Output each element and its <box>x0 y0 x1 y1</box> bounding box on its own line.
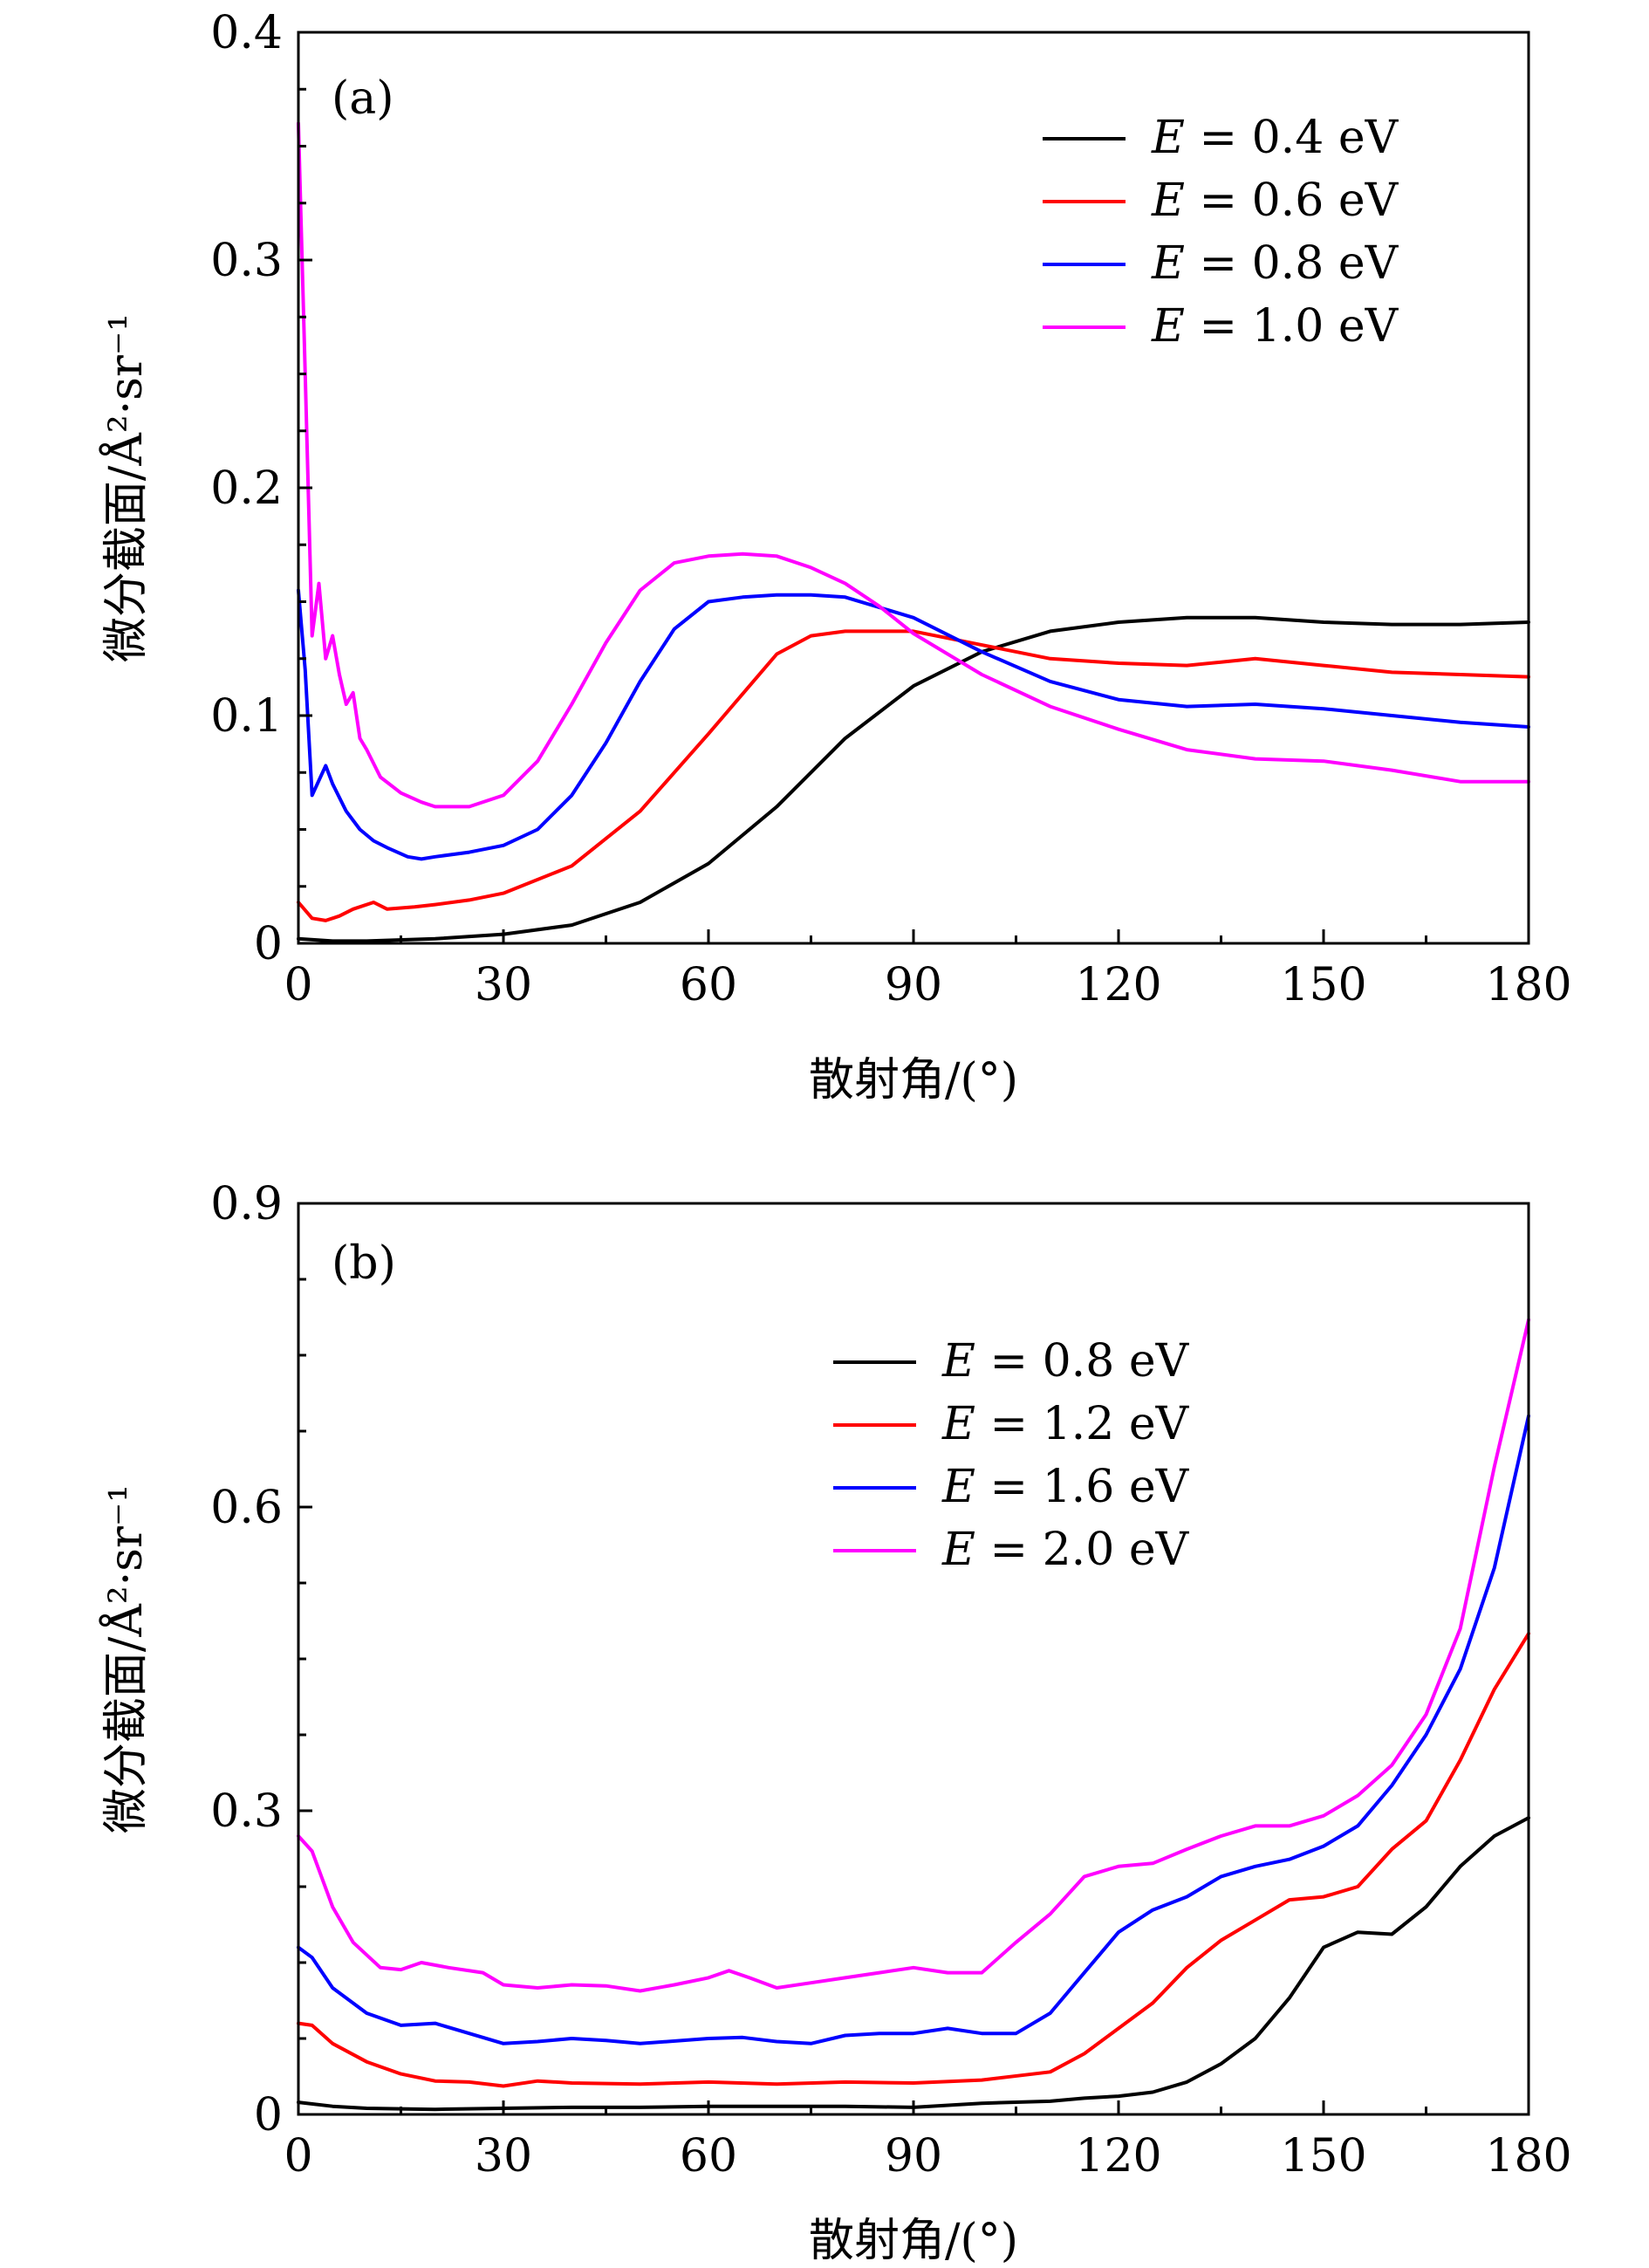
y-tick-label: 0.4 <box>210 7 283 59</box>
series-line-2 <box>297 1632 1530 2088</box>
series-line-1 <box>297 1816 1530 2112</box>
legend-item-2: E = 0.6 eV <box>1043 175 1399 227</box>
x-tick-label: 150 <box>1280 2130 1366 2182</box>
x-tick-label: 30 <box>475 2130 532 2182</box>
axis-ticks <box>297 31 1530 945</box>
y-tick-label: 0.2 <box>210 463 283 515</box>
series-group <box>297 121 1530 943</box>
panel-label: (b) <box>332 1237 396 1290</box>
axis-ticks <box>297 1202 1530 2116</box>
legend-item-1: E = 0.4 eV <box>1043 112 1399 164</box>
tick-labels: 0 30 60 90 120 150 180 0 0.3 0.6 0.9 <box>210 1178 1571 2182</box>
legend-item-2: E = 1.2 eV <box>833 1398 1190 1450</box>
x-axis-title: 散射角/(°) <box>809 1054 1018 1107</box>
legend: E = 0.4 eV E = 0.6 eV E = 0.8 eV E = 1.0 eV <box>1043 112 1399 353</box>
x-tick-label: 60 <box>680 959 737 1011</box>
legend-item-3: E = 0.8 eV <box>1043 237 1399 290</box>
x-tick-label: 180 <box>1485 959 1571 1011</box>
y-tick-label: 0.3 <box>210 235 283 287</box>
legend-label: E = 1.6 eV <box>941 1461 1190 1513</box>
legend-label: E = 1.2 eV <box>941 1398 1190 1450</box>
y-tick-label: 0.9 <box>210 1178 283 1230</box>
y-axis-title: 微分截面/Å²·sr⁻¹ <box>99 313 153 662</box>
x-tick-label: 120 <box>1075 2130 1161 2182</box>
x-tick-label: 90 <box>885 959 942 1011</box>
legend-item-3: E = 1.6 eV <box>833 1461 1190 1513</box>
y-tick-label: 0 <box>254 918 283 970</box>
x-tick-label: 90 <box>885 2130 942 2182</box>
series-line-1 <box>297 615 1530 943</box>
legend: E = 0.8 eV E = 1.2 eV E = 1.6 eV E = 2.0 eV <box>833 1335 1190 1576</box>
legend-label: E = 0.8 eV <box>941 1335 1190 1388</box>
x-tick-label: 60 <box>680 2130 737 2182</box>
x-tick-label: 150 <box>1280 959 1366 1011</box>
y-tick-label: 0.1 <box>210 690 283 743</box>
y-axis-title: 微分截面/Å²·sr⁻¹ <box>99 1484 153 1833</box>
legend-label: E = 1.0 eV <box>1151 300 1399 353</box>
x-axis-title: 散射角/(°) <box>809 2215 1018 2267</box>
y-tick-label: 0.6 <box>210 1482 283 1534</box>
series-group <box>297 1318 1530 2112</box>
x-tick-label: 0 <box>284 959 312 1011</box>
legend-label: E = 0.8 eV <box>1151 237 1399 290</box>
legend-label: E = 0.4 eV <box>1151 112 1399 164</box>
legend-label: E = 0.6 eV <box>1151 175 1399 227</box>
tick-labels: 0 30 60 90 120 150 180 0 0.1 0.2 0.3 0.4 <box>210 7 1571 1011</box>
series-line-3 <box>297 588 1530 861</box>
panel-label: (a) <box>332 72 394 125</box>
legend-label: E = 2.0 eV <box>941 1524 1190 1576</box>
series-line-3 <box>297 1414 1530 2045</box>
legend-item-4: E = 1.0 eV <box>1043 300 1399 353</box>
legend-item-1: E = 0.8 eV <box>833 1335 1190 1388</box>
x-tick-label: 0 <box>284 2130 312 2182</box>
chart-panel-b: 0 30 60 90 120 150 180 0 0.3 0.6 0.9 (b) 散射角/(°) 微… <box>99 1178 1572 2267</box>
y-tick-label: 0.3 <box>210 1785 283 1838</box>
chart-panel-a: 0 30 60 90 120 150 180 0 0.1 0.2 0.3 0.4 (a) 散射角/(°… <box>99 7 1572 1107</box>
y-tick-label: 0 <box>254 2089 283 2141</box>
x-tick-label: 180 <box>1485 2130 1571 2182</box>
series-line-4 <box>297 121 1530 809</box>
x-tick-label: 120 <box>1075 959 1161 1011</box>
series-line-2 <box>297 629 1530 922</box>
legend-item-4: E = 2.0 eV <box>833 1524 1190 1576</box>
x-tick-label: 30 <box>475 959 532 1011</box>
series-line-4 <box>297 1318 1530 1993</box>
